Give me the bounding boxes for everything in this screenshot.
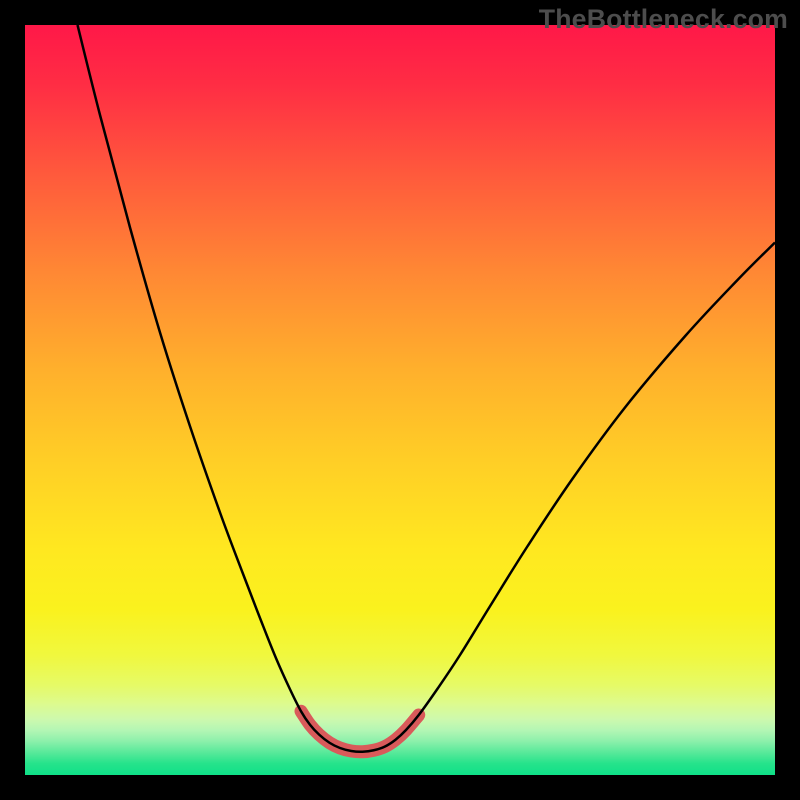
- bottleneck-chart-svg: [0, 0, 800, 800]
- chart-stage: TheBottleneck.com: [0, 0, 800, 800]
- watermark-label: TheBottleneck.com: [539, 4, 788, 35]
- plot-background: [25, 25, 775, 775]
